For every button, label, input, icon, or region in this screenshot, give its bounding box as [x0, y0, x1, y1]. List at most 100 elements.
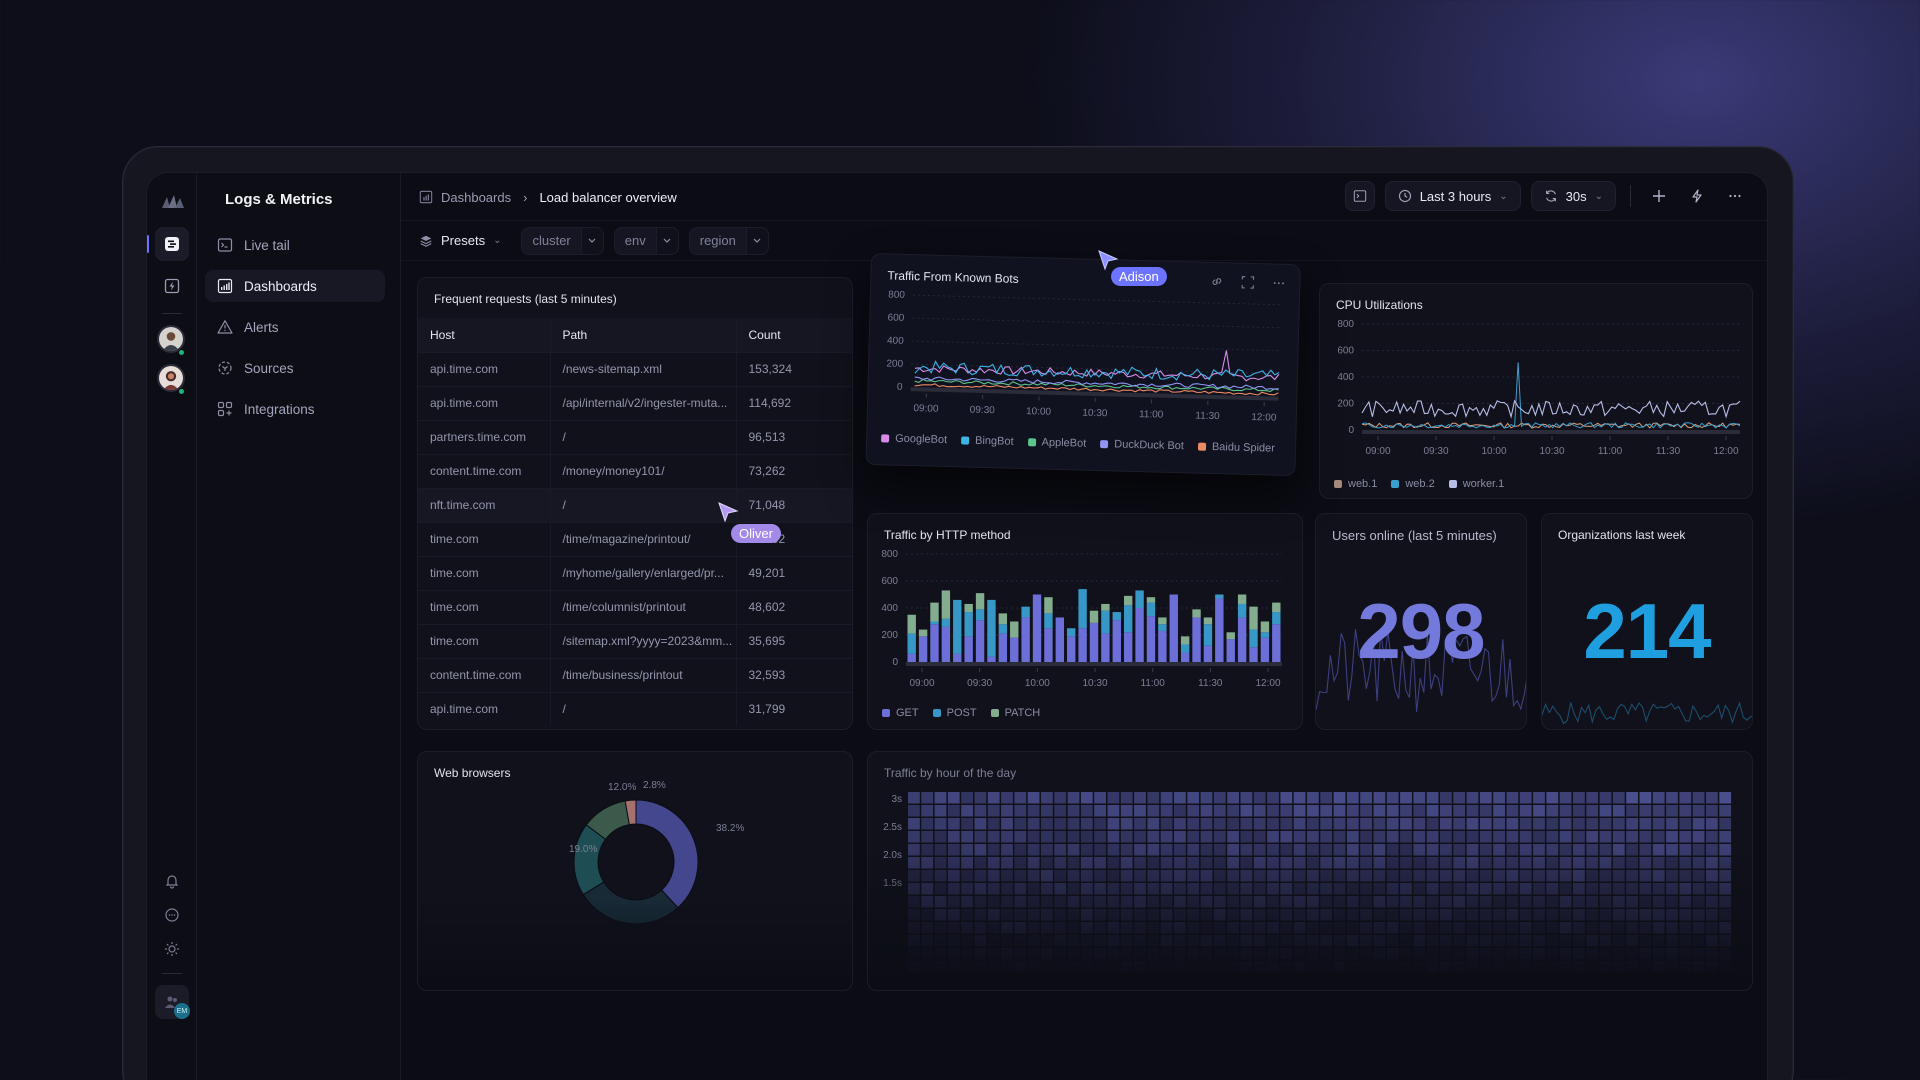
- svg-text:09:30: 09:30: [1423, 446, 1448, 457]
- rail-divider: [162, 313, 182, 314]
- users-online-value: 298: [1357, 587, 1485, 675]
- legend-item[interactable]: worker.1: [1448, 478, 1504, 490]
- nav-item-dashboards[interactable]: Dashboards: [205, 270, 385, 302]
- chat-icon[interactable]: [164, 907, 180, 923]
- svg-text:2.5s: 2.5s: [883, 822, 902, 833]
- legend-item[interactable]: GET: [882, 707, 919, 719]
- legend-item[interactable]: BingBot: [961, 434, 1014, 448]
- table-row[interactable]: partners.time.com/96,513: [418, 419, 852, 454]
- column-header-count[interactable]: Count: [736, 318, 852, 352]
- table-row[interactable]: api.time.com/news-sitemap.xml 153,324: [418, 351, 852, 386]
- svg-text:11:00: 11:00: [1598, 446, 1623, 457]
- legend-item[interactable]: AppleBot: [1027, 436, 1086, 450]
- link-icon[interactable]: [1210, 275, 1223, 288]
- filter-bar: Presets ⌄ cluster env region: [401, 221, 1767, 261]
- column-header-path[interactable]: Path: [550, 318, 737, 352]
- cell-host: nft.time.com: [418, 487, 551, 522]
- cell-path: /: [550, 487, 737, 522]
- terminal-icon: [1353, 190, 1366, 202]
- table-row[interactable]: time.com/time/columnist/printout 48,602: [418, 589, 852, 624]
- card-title: Traffic by HTTP method: [884, 528, 1011, 542]
- svg-text:11:30: 11:30: [1198, 678, 1223, 689]
- table-row[interactable]: content.time.com/time/business/printout 3…: [418, 657, 852, 692]
- table-row[interactable]: nft.time.com/71,048: [418, 487, 852, 522]
- svg-text:09:00: 09:00: [913, 403, 939, 415]
- refresh-interval-select[interactable]: 30s ⌄: [1530, 181, 1616, 211]
- table-row[interactable]: api.time.com/api/internal/v2/ingester-mu…: [418, 385, 852, 420]
- avatar-user-1[interactable]: [157, 325, 185, 353]
- cell-host: time.com: [418, 623, 551, 658]
- refresh-icon: [1545, 190, 1556, 202]
- table-row[interactable]: api.time.com/31,799: [418, 691, 852, 726]
- app-logo-icon: [162, 195, 184, 208]
- cell-count: 71,048: [736, 487, 852, 522]
- quick-actions-button[interactable]: [1683, 182, 1711, 210]
- cell-path: /myhome/gallery/enlarged/pr...: [550, 555, 737, 590]
- sources-icon: [218, 361, 232, 375]
- svg-text:10:30: 10:30: [1539, 446, 1564, 457]
- nav-item-alerts[interactable]: Alerts: [205, 311, 385, 343]
- bots-line-chart[interactable]: 800 600 400 200 0 09:00 09:30 10:00 10:30 11:00 11…: [867, 288, 1300, 439]
- filter-label: cluster: [532, 233, 571, 248]
- table-row[interactable]: time.com/sitemap.xml?yyyy=2023&mm... 35,6…: [418, 623, 852, 658]
- cpu-line-chart[interactable]: 800 600 400 200 0 09:00 09:30 10:00 10:30 11:00 11…: [1320, 318, 1753, 468]
- presets-label: Presets: [441, 233, 486, 248]
- legend-item[interactable]: Baidu Spider: [1197, 441, 1275, 455]
- presets-dropdown[interactable]: Presets ⌄: [419, 233, 501, 248]
- bell-icon[interactable]: [164, 873, 180, 889]
- nav-item-label: Integrations: [244, 401, 315, 417]
- filter-region[interactable]: region: [688, 226, 769, 255]
- legend-item[interactable]: web.1: [1334, 478, 1377, 490]
- chevron-down-icon[interactable]: [745, 227, 768, 254]
- legend-item[interactable]: PATCH: [990, 707, 1040, 719]
- web-browsers-card: Web browsers 38.2% 19.0% 12.0% 2.8%: [417, 751, 853, 991]
- chevron-down-icon[interactable]: [655, 227, 678, 254]
- cell-host: content.time.com: [418, 657, 551, 692]
- icon-rail: EM: [147, 173, 197, 1080]
- theme-sun-icon[interactable]: [164, 941, 180, 957]
- console-button[interactable]: [1344, 181, 1375, 211]
- table-row[interactable]: time.com/time/magazine/printout/53.592: [418, 521, 852, 556]
- bar-chart-icon: [217, 278, 233, 294]
- nav-item-live-tail[interactable]: Live tail: [205, 229, 385, 261]
- cell-count: 96,513: [736, 419, 852, 454]
- team-icon: [165, 996, 177, 1008]
- card-title: Users online (last 5 minutes): [1332, 528, 1497, 543]
- filter-env[interactable]: env: [613, 226, 679, 255]
- legend-item[interactable]: POST: [932, 707, 977, 719]
- users-online-card: Users online (last 5 minutes) 298: [1315, 513, 1527, 730]
- nav-item-integrations[interactable]: Integrations: [205, 393, 385, 425]
- filter-cluster[interactable]: cluster: [521, 226, 604, 255]
- bots-traffic-card[interactable]: Traffic From Known Bots 800 600 400 200 0 09:…: [865, 253, 1301, 477]
- expand-icon[interactable]: [1241, 276, 1255, 289]
- table-row[interactable]: time.com/myhome/gallery/enlarged/pr... 49…: [418, 555, 852, 590]
- layers-icon: [420, 235, 432, 247]
- fade-overlay: [868, 850, 1752, 990]
- cell-count: 114,692: [736, 385, 852, 420]
- rail-logs-button[interactable]: [155, 227, 189, 261]
- time-range-select[interactable]: Last 3 hours ⌄: [1384, 181, 1521, 211]
- chevron-down-icon: ⌄: [1594, 190, 1603, 202]
- http-bar-chart[interactable]: 800 600 400 200 0 09:00 09:30 10:00 10:30 11:00 11…: [868, 548, 1303, 698]
- breadcrumb-chevron-icon: ›: [523, 189, 528, 205]
- rail-active-indicator: [147, 235, 149, 253]
- table-row[interactable]: content.time.com/money/money101/73,262: [418, 453, 852, 488]
- ellipsis-icon[interactable]: [1272, 277, 1285, 290]
- add-panel-button[interactable]: [1645, 182, 1673, 210]
- legend-item[interactable]: DuckDuck Bot: [1100, 438, 1184, 452]
- chevron-down-icon[interactable]: [580, 227, 603, 254]
- avatar-user-2[interactable]: [157, 364, 185, 392]
- cell-path: /time/columnist/printout: [550, 589, 737, 624]
- legend-swatch: [990, 709, 999, 718]
- more-options-button[interactable]: [1721, 182, 1749, 210]
- svg-text:200: 200: [886, 358, 903, 369]
- breadcrumb-parent-link[interactable]: Dashboards: [441, 189, 512, 205]
- rail-bolt-button[interactable]: [155, 269, 189, 303]
- nav-item-sources[interactable]: Sources: [205, 352, 385, 384]
- cell-path: /time/magazine/printout/: [550, 521, 737, 556]
- legend-item[interactable]: GoogleBot: [881, 432, 947, 446]
- main-content: Dashboards › Load balancer overview Last…: [401, 173, 1767, 1080]
- legend-item[interactable]: web.2: [1391, 478, 1435, 490]
- cursor-label-adison: Adison: [1111, 267, 1167, 286]
- column-header-host[interactable]: Host: [418, 318, 551, 352]
